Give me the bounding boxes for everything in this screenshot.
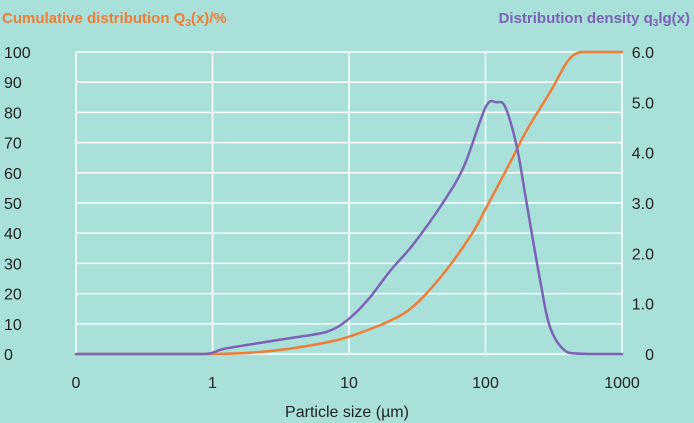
y-left-tick-label: 80 (4, 105, 22, 122)
cumulative-series-line (74, 50, 624, 356)
y-left-tick-label: 10 (4, 317, 22, 334)
y-left-tick-label: 100 (4, 45, 31, 62)
y-left-tick-label: 60 (4, 166, 22, 183)
x-tick-label: 1000 (604, 375, 640, 392)
y-left-tick-label: 40 (4, 226, 22, 243)
y-right-tick-label: 1.0 (632, 297, 654, 314)
x-tick-label: 10 (340, 375, 358, 392)
y-left-tick-label: 0 (4, 347, 13, 364)
x-tick-label: 1 (208, 375, 217, 392)
x-tick-label: 0 (72, 375, 81, 392)
y-left-tick-label: 20 (4, 287, 22, 304)
x-axis-title: Particle size (µm) (285, 404, 409, 421)
y-left-tick-label: 90 (4, 75, 22, 92)
left-axis-title: Cumulative distribution Q3(x)/% (2, 10, 227, 29)
right-axis-title: Distribution density q3lg(x) (499, 10, 690, 29)
y-right-tick-label: 0 (645, 347, 654, 364)
tick-labels: 10090807060504030201006.05.04.03.02.01.0… (4, 45, 654, 392)
y-left-tick-label: 50 (4, 196, 22, 213)
y-left-tick-label: 70 (4, 136, 22, 153)
y-right-tick-label: 5.0 (632, 95, 654, 112)
x-tick-label: 100 (472, 375, 499, 392)
y-right-tick-label: 2.0 (632, 246, 654, 263)
series-group (74, 50, 624, 356)
y-left-tick-label: 30 (4, 256, 22, 273)
y-right-tick-label: 6.0 (632, 45, 654, 62)
y-right-tick-label: 3.0 (632, 196, 654, 213)
y-right-tick-label: 4.0 (632, 146, 654, 163)
density-series-line (74, 99, 624, 356)
